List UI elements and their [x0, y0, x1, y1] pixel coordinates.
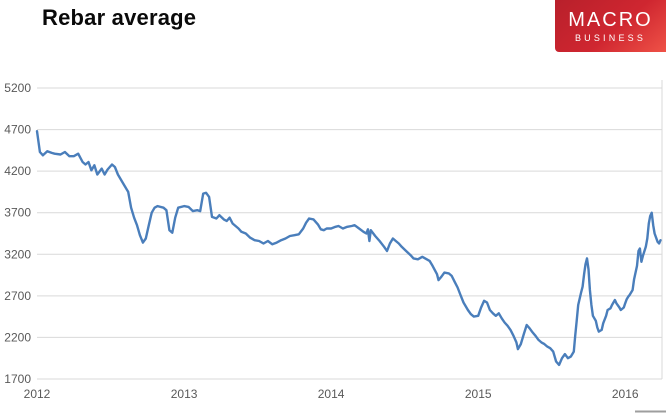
macrobusiness-logo: MACRO BUSINESS	[555, 0, 666, 52]
logo-text-business: BUSINESS	[574, 32, 647, 43]
x-tick-label: 2016	[612, 387, 639, 401]
x-axis-labels: 2012 2013 2014 2015 2016	[24, 387, 639, 401]
x-tick-label: 2012	[24, 387, 51, 401]
y-tick-label: 4700	[4, 123, 31, 137]
y-tick-label: 4200	[4, 164, 31, 178]
gridlines	[37, 87, 662, 380]
y-tick-label: 2700	[4, 289, 31, 303]
x-tick-label: 2014	[318, 387, 345, 401]
logo-text-macro: MACRO	[568, 8, 653, 31]
series-group	[35, 129, 662, 367]
x-tick-label: 2015	[465, 387, 492, 401]
chart-title: Rebar average	[42, 5, 197, 30]
y-tick-label: 3700	[4, 206, 31, 220]
rebar-price-line	[35, 129, 662, 367]
y-tick-label: 1700	[4, 372, 31, 386]
y-tick-label: 5200	[4, 81, 31, 95]
y-tick-label: 3200	[4, 247, 31, 261]
y-axis-labels: 5200 4700 4200 3700 3200 2700 2200 1700	[4, 81, 31, 386]
y-tick-label: 2200	[4, 330, 31, 344]
x-tick-label: 2013	[171, 387, 198, 401]
